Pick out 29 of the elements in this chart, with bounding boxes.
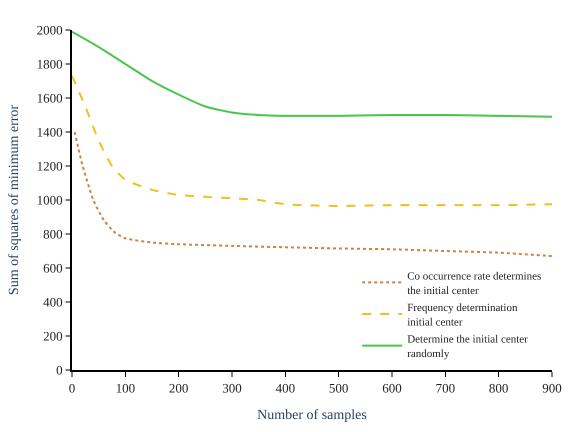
y-tick-label: 200 <box>43 328 63 344</box>
x-tick-label: 500 <box>328 380 348 396</box>
line-series <box>72 74 552 207</box>
x-axis-title: Number of samples <box>257 408 367 424</box>
y-tick-label: 1000 <box>36 192 63 208</box>
y-tick-label: 1200 <box>36 158 63 174</box>
line-series <box>74 131 552 258</box>
y-tick-label: 2000 <box>36 22 63 38</box>
y-tick-label: 400 <box>43 294 63 310</box>
y-tick-label: 800 <box>43 226 63 242</box>
y-tick-label: 0 <box>56 362 63 378</box>
x-tick-label: 300 <box>222 380 242 396</box>
legend-label: Frequency determination initial center <box>407 302 518 328</box>
x-tick-label: 200 <box>168 380 188 396</box>
x-tick-label: 700 <box>436 380 456 396</box>
line-series <box>72 30 552 118</box>
x-tick-label: 400 <box>276 380 296 396</box>
y-axis-title: Sum of squares of minimum error <box>6 104 22 296</box>
legend-label: Co occurrence rate determines the initial center <box>407 270 542 297</box>
x-tick-label: 800 <box>488 380 508 396</box>
y-tick-label: 1800 <box>36 56 63 72</box>
y-tick-label: 1400 <box>36 124 63 140</box>
x-tick-label: 600 <box>382 380 402 396</box>
x-tick-label: 100 <box>116 380 136 396</box>
x-tick-label: 0 <box>68 380 76 396</box>
legend-label: Determine the initial center randomly <box>407 334 528 360</box>
x-tick-label: 900 <box>542 380 562 396</box>
y-tick-label: 1600 <box>36 90 63 106</box>
y-tick-label: 600 <box>43 260 63 276</box>
